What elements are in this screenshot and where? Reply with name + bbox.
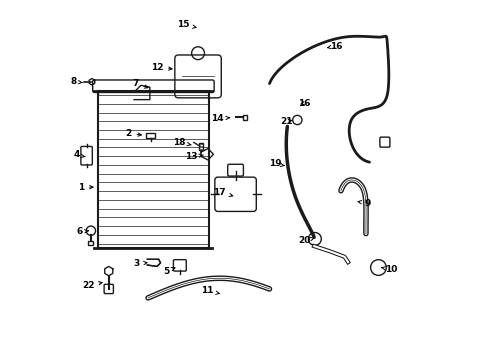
Bar [242,114,247,120]
Polygon shape [147,259,160,266]
Text: 16: 16 [298,99,310,108]
Text: 12: 12 [150,63,172,72]
Text: 19: 19 [268,159,284,168]
Text: 9: 9 [357,199,370,208]
Text: 17: 17 [213,188,232,197]
Text: 14: 14 [211,114,229,123]
Text: 8: 8 [70,77,82,86]
Bar [145,133,155,138]
Text: 15: 15 [177,20,196,29]
Text: 13: 13 [185,152,203,161]
Text: 7: 7 [132,79,148,88]
Text: 10: 10 [381,265,396,274]
Text: 4: 4 [73,150,85,159]
Text: 6: 6 [76,227,88,236]
Text: 20: 20 [298,236,313,245]
Text: 3: 3 [133,260,147,269]
Text: 1: 1 [78,183,93,192]
Text: 11: 11 [201,286,219,295]
Bar [88,241,93,245]
Text: 2: 2 [125,129,141,138]
Text: 16: 16 [327,41,342,50]
Bar [98,91,208,248]
Text: 5: 5 [163,267,175,276]
Text: 18: 18 [173,138,191,147]
Text: 21: 21 [280,117,292,126]
Text: 22: 22 [81,281,102,290]
Bar [198,143,203,150]
